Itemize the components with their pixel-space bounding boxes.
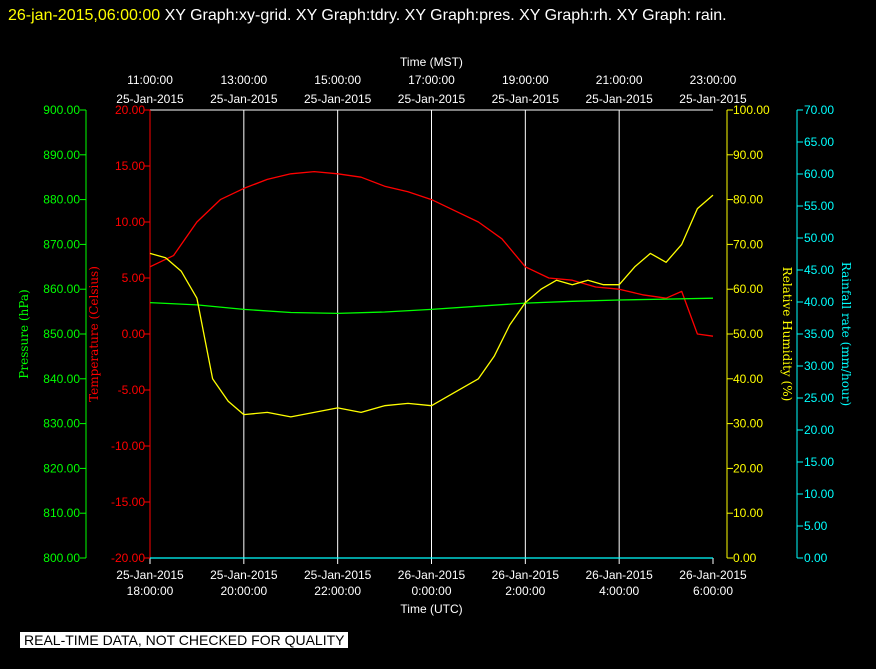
humidity-tick-label: 70.00 xyxy=(733,237,763,251)
x-tick-label-time: 20:00:00 xyxy=(220,584,267,598)
humidity-tick-label: 60.00 xyxy=(733,282,763,296)
series-line-pres xyxy=(149,297,714,315)
x-top-tick-label-date: 25-Jan-2015 xyxy=(492,92,560,106)
pressure-tick-label: 830.00 xyxy=(43,417,80,431)
humidity-tick-label: 30.00 xyxy=(733,417,763,431)
x-top-tick-label-time: 17:00:00 xyxy=(408,73,455,87)
temperature-tick-label: 10.00 xyxy=(115,215,145,229)
x-top-tick-label-date: 25-Jan-2015 xyxy=(116,92,184,106)
humidity-tick-label: 40.00 xyxy=(733,372,763,386)
x-tick-label-time: 2:00:00 xyxy=(505,584,545,598)
pressure-tick-label: 810.00 xyxy=(43,506,80,520)
rain-tick-label: 20.00 xyxy=(804,423,834,437)
x-tick-label-date: 25-Jan-2015 xyxy=(210,568,278,582)
humidity-tick-label: 90.00 xyxy=(733,148,763,162)
x-top-tick-label-time: 11:00:00 xyxy=(127,73,173,87)
series-line-rh xyxy=(149,194,714,418)
header-title: XY Graph:xy-grid. XY Graph:tdry. XY Grap… xyxy=(164,7,727,24)
humidity-axis-title: Relative Humidity (%) xyxy=(780,267,794,402)
x-tick-label-time: 6:00:00 xyxy=(693,584,733,598)
rain-tick-label: 35.00 xyxy=(804,327,834,341)
x-tick-label-date: 26-Jan-2015 xyxy=(679,568,747,582)
temperature-tick-label: 0.00 xyxy=(122,327,146,341)
humidity-tick-label: 0.00 xyxy=(733,551,757,565)
rain-tick-label: 25.00 xyxy=(804,391,834,405)
x-top-tick-label-time: 23:00:00 xyxy=(690,73,737,87)
humidity-tick-label: 100.00 xyxy=(733,103,770,117)
rain-tick-label: 70.00 xyxy=(804,103,834,117)
pressure-tick-label: 850.00 xyxy=(43,327,80,341)
pressure-tick-label: 900.00 xyxy=(43,103,80,117)
humidity-tick-label: 50.00 xyxy=(733,327,763,341)
pressure-tick-label: 860.00 xyxy=(43,282,80,296)
rain-tick-label: 45.00 xyxy=(804,263,834,277)
x-tick-label-time: 0:00:00 xyxy=(411,584,451,598)
pressure-axis-title: Pressure (hPa) xyxy=(17,289,31,378)
x-top-axis-title: Time (MST) xyxy=(400,55,463,69)
pressure-tick-label: 840.00 xyxy=(43,372,80,386)
x-tick-label-date: 26-Jan-2015 xyxy=(492,568,560,582)
rain-tick-label: 30.00 xyxy=(804,359,834,373)
temperature-tick-label: 15.00 xyxy=(115,159,145,173)
rain-tick-label: 15.00 xyxy=(804,455,834,469)
quality-notice: REAL-TIME DATA, NOT CHECKED FOR QUALITY xyxy=(20,632,349,648)
rain-tick-label: 5.00 xyxy=(804,519,828,533)
x-tick-label-date: 25-Jan-2015 xyxy=(304,568,372,582)
x-top-tick-label-date: 25-Jan-2015 xyxy=(398,92,466,106)
pressure-tick-label: 820.00 xyxy=(43,461,80,475)
chart-header: 26-jan-2015,06:00:00 XY Graph:xy-grid. X… xyxy=(8,3,868,29)
x-tick-label-date: 26-Jan-2015 xyxy=(398,568,466,582)
x-top-tick-label-time: 19:00:00 xyxy=(502,73,549,87)
x-tick-label-date: 26-Jan-2015 xyxy=(585,568,653,582)
pressure-tick-label: 800.00 xyxy=(43,551,80,565)
temperature-tick-label: 20.00 xyxy=(115,103,145,117)
humidity-tick-label: 80.00 xyxy=(733,193,763,207)
x-top-tick-label-time: 15:00:00 xyxy=(314,73,361,87)
x-axis-title: Time (UTC) xyxy=(400,602,462,616)
pressure-tick-label: 880.00 xyxy=(43,193,80,207)
x-top-tick-label-date: 25-Jan-2015 xyxy=(585,92,653,106)
x-tick-label-time: 22:00:00 xyxy=(314,584,361,598)
x-top-tick-label-time: 21:00:00 xyxy=(596,73,643,87)
rain-tick-label: 60.00 xyxy=(804,167,834,181)
temperature-axis-title: Temperature (Celsius) xyxy=(87,266,101,402)
series-line-tdry xyxy=(149,170,714,337)
x-top-tick-label-time: 13:00:00 xyxy=(220,73,267,87)
temperature-tick-label: -15.00 xyxy=(111,495,145,509)
x-tick-label-time: 18:00:00 xyxy=(127,584,174,598)
humidity-tick-label: 10.00 xyxy=(733,506,763,520)
rain-tick-label: 50.00 xyxy=(804,231,834,245)
humidity-tick-label: 20.00 xyxy=(733,461,763,475)
x-top-tick-label-date: 25-Jan-2015 xyxy=(210,92,278,106)
rain-tick-label: 40.00 xyxy=(804,295,834,309)
rain-tick-label: 65.00 xyxy=(804,135,834,149)
x-top-tick-label-date: 25-Jan-2015 xyxy=(679,92,747,106)
temperature-tick-label: -20.00 xyxy=(111,551,145,565)
temperature-tick-label: -5.00 xyxy=(118,383,146,397)
temperature-tick-label: 5.00 xyxy=(122,271,146,285)
temperature-tick-label: -10.00 xyxy=(111,439,145,453)
rain-axis-title: Rainfall rate (mm/hour) xyxy=(839,262,853,406)
x-tick-label-time: 4:00:00 xyxy=(599,584,639,598)
x-top-tick-label-date: 25-Jan-2015 xyxy=(304,92,372,106)
pressure-tick-label: 890.00 xyxy=(43,148,80,162)
pressure-tick-label: 870.00 xyxy=(43,237,80,251)
header-timestamp: 26-jan-2015,06:00:00 xyxy=(8,7,161,24)
rain-tick-label: 0.00 xyxy=(804,551,828,565)
rain-tick-label: 10.00 xyxy=(804,487,834,501)
rain-tick-label: 55.00 xyxy=(804,199,834,213)
x-tick-label-date: 25-Jan-2015 xyxy=(116,568,184,582)
